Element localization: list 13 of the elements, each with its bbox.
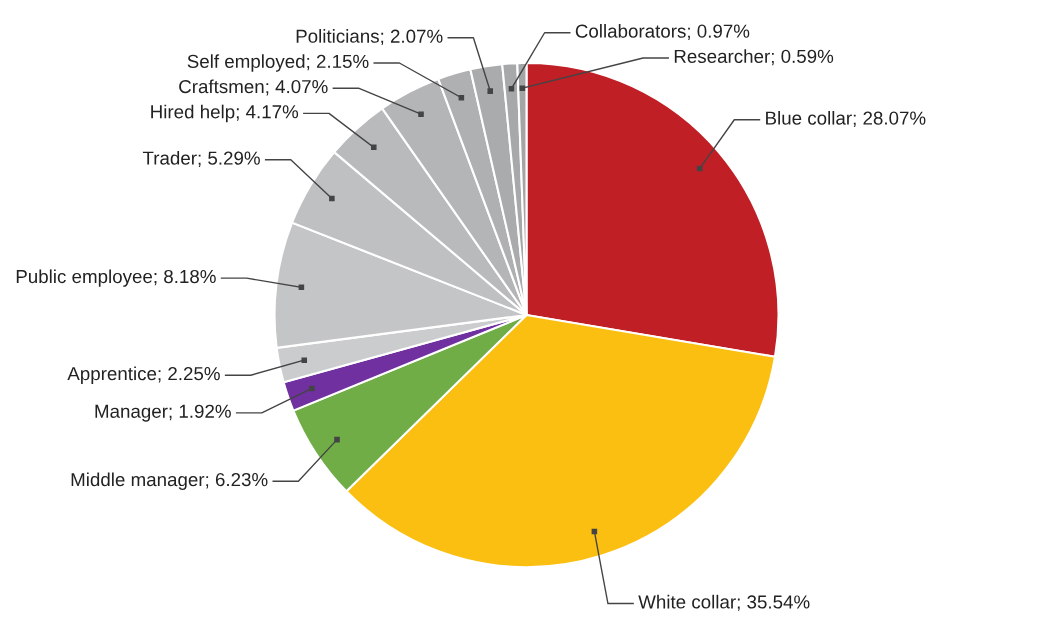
slice-label: White collar; 35.54% [638, 594, 810, 611]
slice-label: Researcher; 0.59% [674, 49, 834, 66]
slice-label: Manager; 1.92% [95, 404, 231, 422]
slice-label: Trader; 5.29% [142, 151, 260, 167]
slice-label: Collaborators; 0.97% [575, 24, 750, 41]
slice-label: Self employed; 2.15% [187, 54, 369, 72]
slice-label: Blue collar; 28.07% [766, 110, 926, 127]
slice-label: Apprentice; 2.25% [67, 366, 220, 384]
slice-label: Middle manager; 6.23% [71, 472, 268, 490]
slice-label: Public employee; 8.18% [16, 269, 216, 287]
slice-label: Hired help; 4.17% [151, 104, 299, 123]
slice-label: Craftsmen; 4.07% [179, 79, 328, 96]
slice-label: Politicians; 2.07% [296, 29, 443, 46]
